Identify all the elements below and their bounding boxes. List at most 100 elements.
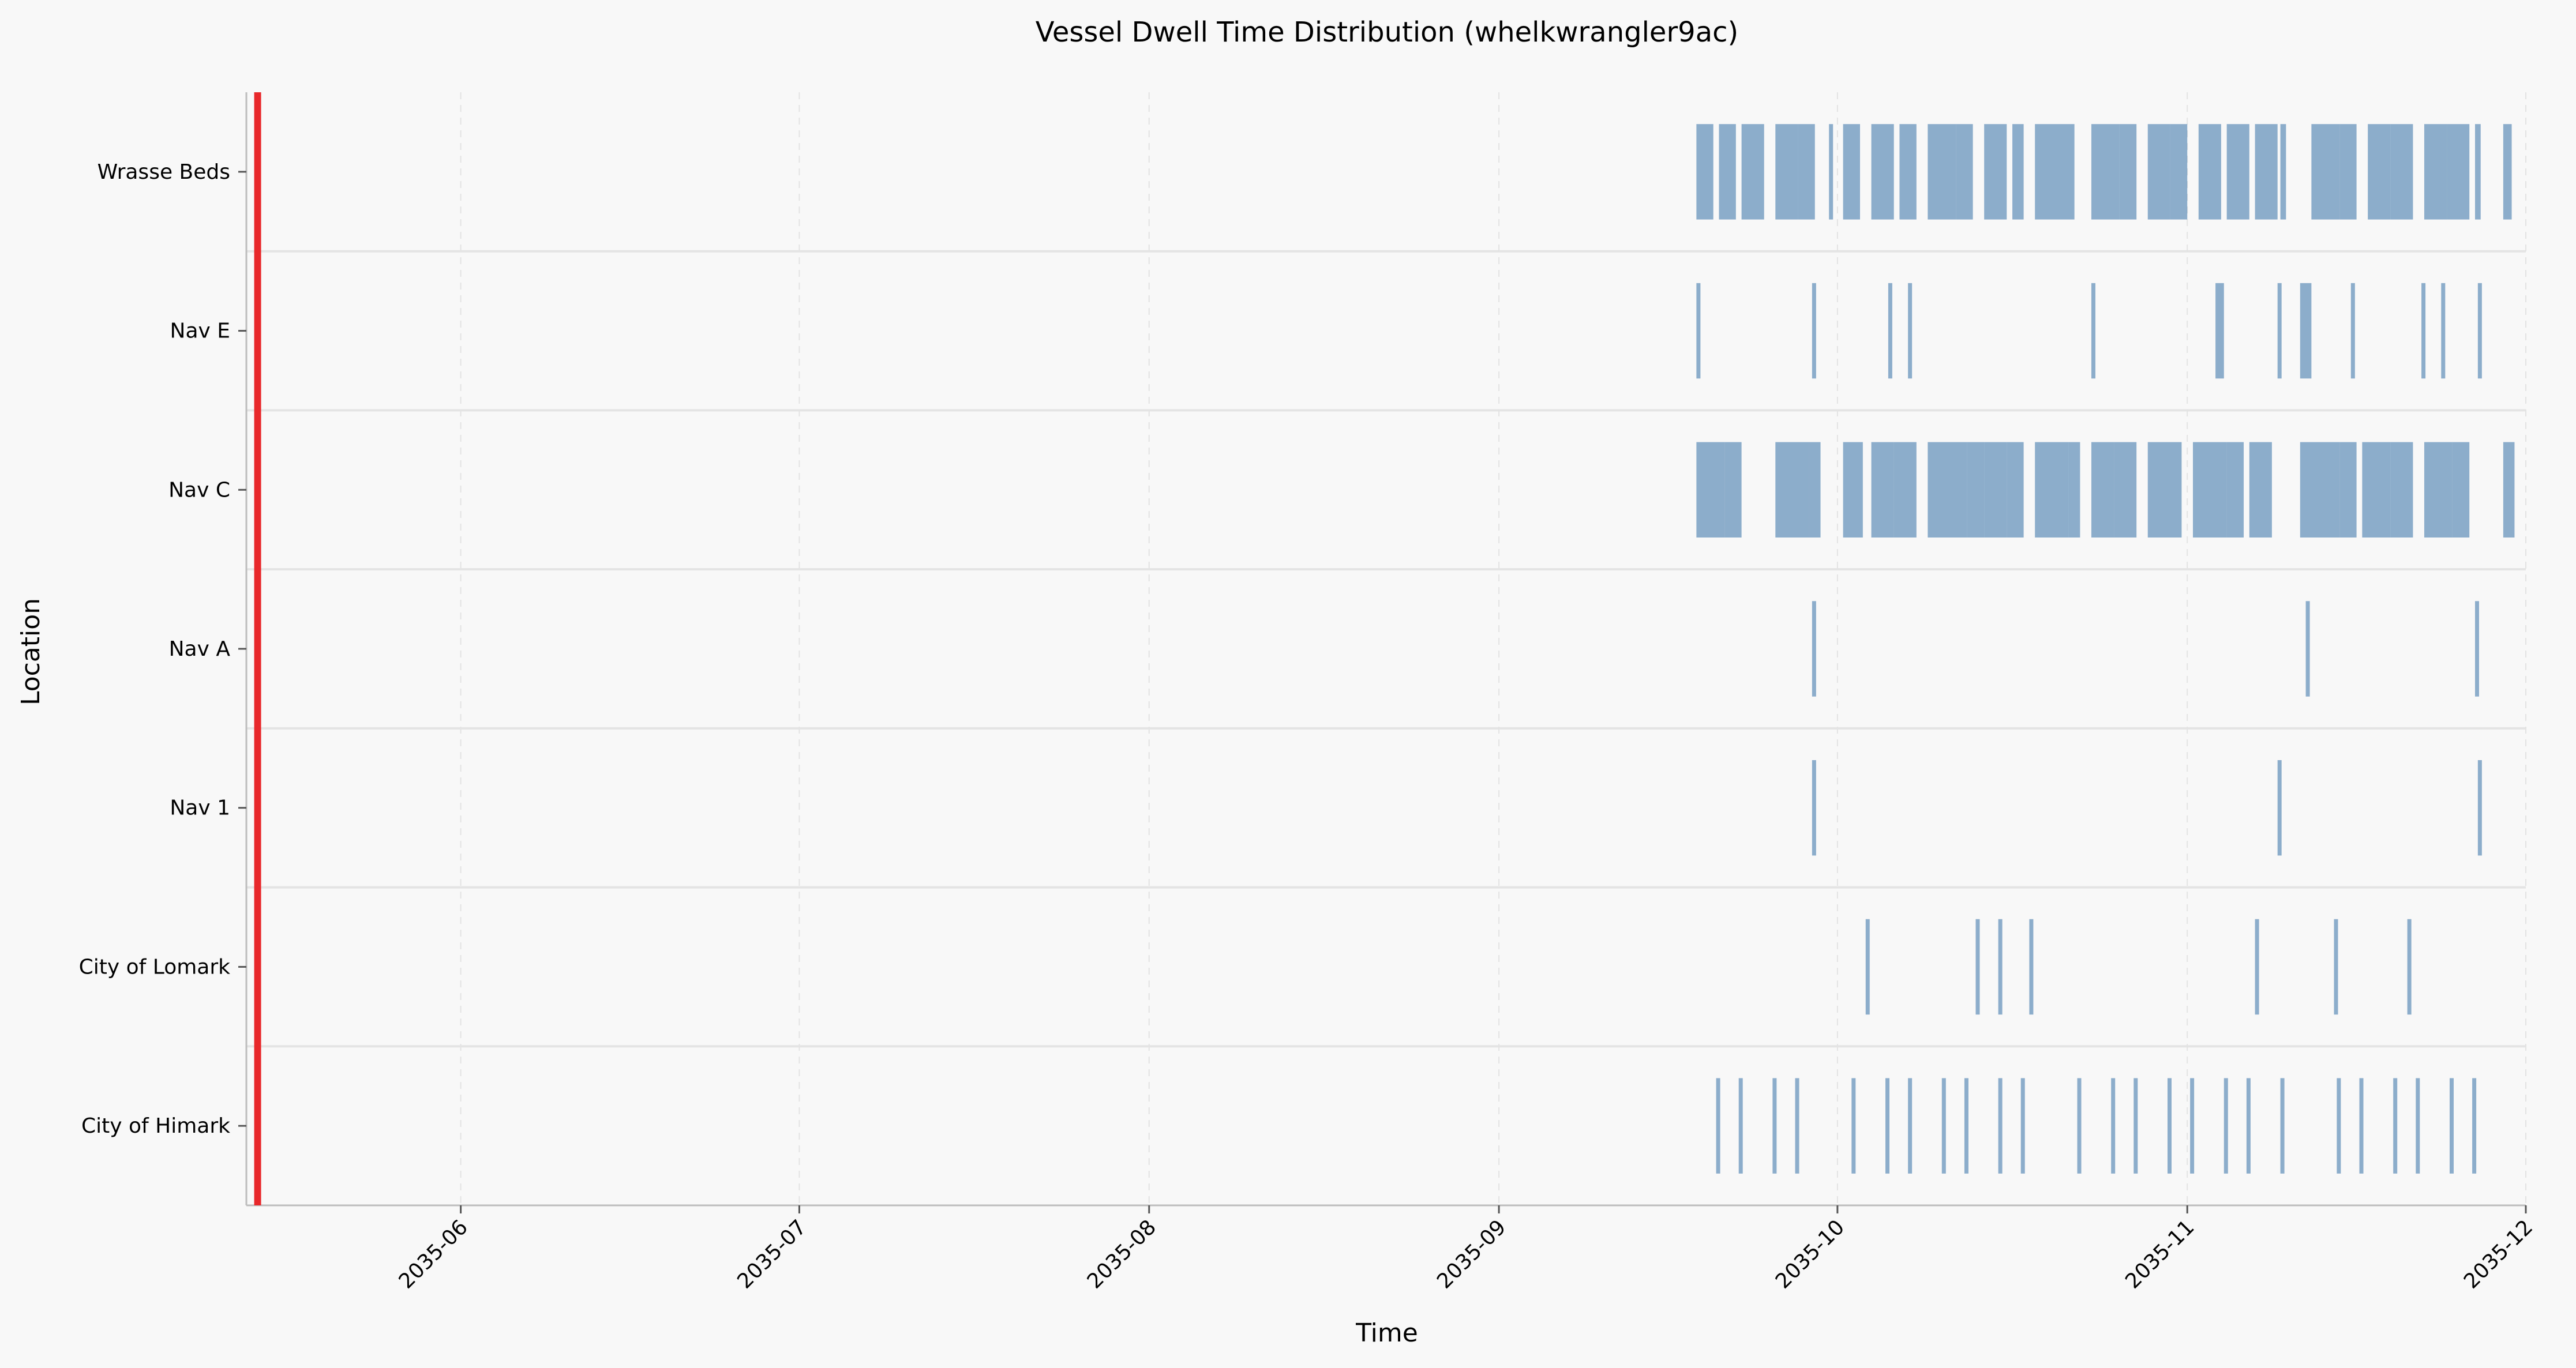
dwell-bar <box>2311 124 2340 220</box>
dwell-bar <box>2119 124 2137 220</box>
x-tick-label: 2035-08 <box>1083 1215 1161 1293</box>
dwell-bar <box>1908 283 1913 379</box>
dwell-bar <box>2167 1078 2172 1174</box>
dwell-bar <box>2020 1078 2025 1174</box>
dwell-bar <box>1719 124 1736 220</box>
dwell-bar <box>2111 1078 2116 1174</box>
dwell-bar <box>2424 442 2453 538</box>
dwell-bar <box>1696 283 1701 379</box>
dwell-bar <box>1812 601 1816 697</box>
dwell-bar <box>2091 283 2095 379</box>
y-tick-label: Nav 1 <box>170 796 230 820</box>
x-tick-label: 2035-07 <box>733 1215 811 1293</box>
dwell-bar <box>1696 442 1725 538</box>
dwell-bar <box>1696 124 1713 220</box>
dwell-bar <box>1975 919 1980 1015</box>
y-axis-label: Location <box>16 598 46 705</box>
x-tick-label: 2035-06 <box>395 1215 473 1293</box>
dwell-bar <box>2339 442 2357 538</box>
dwell-bar <box>1829 124 1833 220</box>
dwell-bar <box>2068 442 2080 538</box>
dwell-bar <box>2280 124 2286 220</box>
dwell-bar <box>1998 1078 2003 1174</box>
dwell-bar <box>2277 283 2282 379</box>
dwell-bar <box>2503 442 2515 538</box>
y-tick-label: City of Himark <box>81 1114 230 1138</box>
dwell-bar <box>2147 124 2170 220</box>
dwell-bar <box>1885 1078 1890 1174</box>
dwell-bar <box>2255 124 2278 220</box>
dwell-bar <box>2368 124 2391 220</box>
dwell-bar <box>1956 124 1973 220</box>
dwell-bar <box>1871 124 1894 220</box>
dwell-bar <box>1888 283 1892 379</box>
x-tick-layer: 2035-06 2035-07 2035-08 2035-09 2035-10 2035-… <box>395 1205 2537 1294</box>
x-tick-label: 2035-11 <box>2121 1215 2199 1293</box>
dwell-bar <box>2421 283 2426 379</box>
y-tick-label: City of Lomark <box>79 955 231 979</box>
y-tick-label: Nav C <box>168 478 230 502</box>
dwell-bar <box>2147 442 2182 538</box>
dwell-bar <box>2474 601 2479 697</box>
dwell-bar <box>2359 1078 2364 1174</box>
dwell-bar <box>2249 442 2272 538</box>
dwell-bar <box>2477 283 2482 379</box>
dwell-bar <box>2198 124 2221 220</box>
dwell-bar <box>2449 1078 2454 1174</box>
dwell-bar <box>1865 919 1870 1015</box>
y-tick-label: Wrasse Beds <box>98 160 230 184</box>
dwell-bar <box>1899 124 1917 220</box>
dwell-bar <box>1984 442 2007 538</box>
dwell-bar <box>2393 1078 2398 1174</box>
dwell-bar <box>2192 442 2227 538</box>
dwell-bar <box>2077 1078 2082 1174</box>
dwell-bar <box>2226 124 2249 220</box>
dwell-bar <box>1928 124 1956 220</box>
dwell-bar <box>1772 1078 1777 1174</box>
dwell-bar <box>1738 1078 1743 1174</box>
dwell-bar <box>1964 1078 1968 1174</box>
dwell-bar <box>1941 1078 1946 1174</box>
y-tick-label: Nav A <box>169 637 231 661</box>
dwell-bar <box>1851 1078 1856 1174</box>
dwell-bar <box>2300 283 2312 379</box>
dwell-bar <box>1798 124 1815 220</box>
dwell-bar <box>2029 919 2034 1015</box>
dwell-bar <box>2339 124 2357 220</box>
dwell-bar <box>1741 124 1764 220</box>
dwell-bar <box>1928 442 1967 538</box>
dwell-bar <box>1843 124 1860 220</box>
x-axis-label: Time <box>1355 1318 1418 1348</box>
dwell-bar <box>2390 124 2413 220</box>
dwell-bar <box>1967 442 1985 538</box>
dwell-bar <box>2190 1078 2195 1174</box>
dwell-bar <box>2223 1078 2228 1174</box>
x-tick-label: 2035-09 <box>1433 1215 1510 1293</box>
dwell-bar <box>1984 124 2007 220</box>
dwell-bar <box>2474 124 2481 220</box>
dwell-bar <box>1871 442 1894 538</box>
dwell-bar <box>2441 283 2446 379</box>
dwell-bar <box>2170 124 2188 220</box>
dwell-bar <box>2407 919 2412 1015</box>
dwell-bar <box>2300 442 2340 538</box>
y-tick-label: Nav E <box>170 320 230 343</box>
dwell-bar <box>2337 1078 2341 1174</box>
dwell-bar <box>1724 442 1742 538</box>
dwell-bar <box>2472 1078 2477 1174</box>
dwell-bars-layer <box>1696 124 2515 1174</box>
dwell-bar <box>2052 124 2075 220</box>
dwell-bar <box>2215 283 2224 379</box>
chart-title: Vessel Dwell Time Distribution (whelkwra… <box>1036 16 1739 48</box>
dwell-bar <box>1775 442 1809 538</box>
dwell-bar <box>1812 283 1816 379</box>
dwell-bar <box>2305 601 2310 697</box>
dwell-bar <box>1908 1078 1913 1174</box>
dwell-bar <box>2447 124 2470 220</box>
grid-layer <box>246 92 2526 1205</box>
dwell-bar <box>2007 442 2024 538</box>
dwell-bar <box>2452 442 2470 538</box>
dwell-bar <box>2416 1078 2420 1174</box>
dwell-bar <box>2035 124 2052 220</box>
